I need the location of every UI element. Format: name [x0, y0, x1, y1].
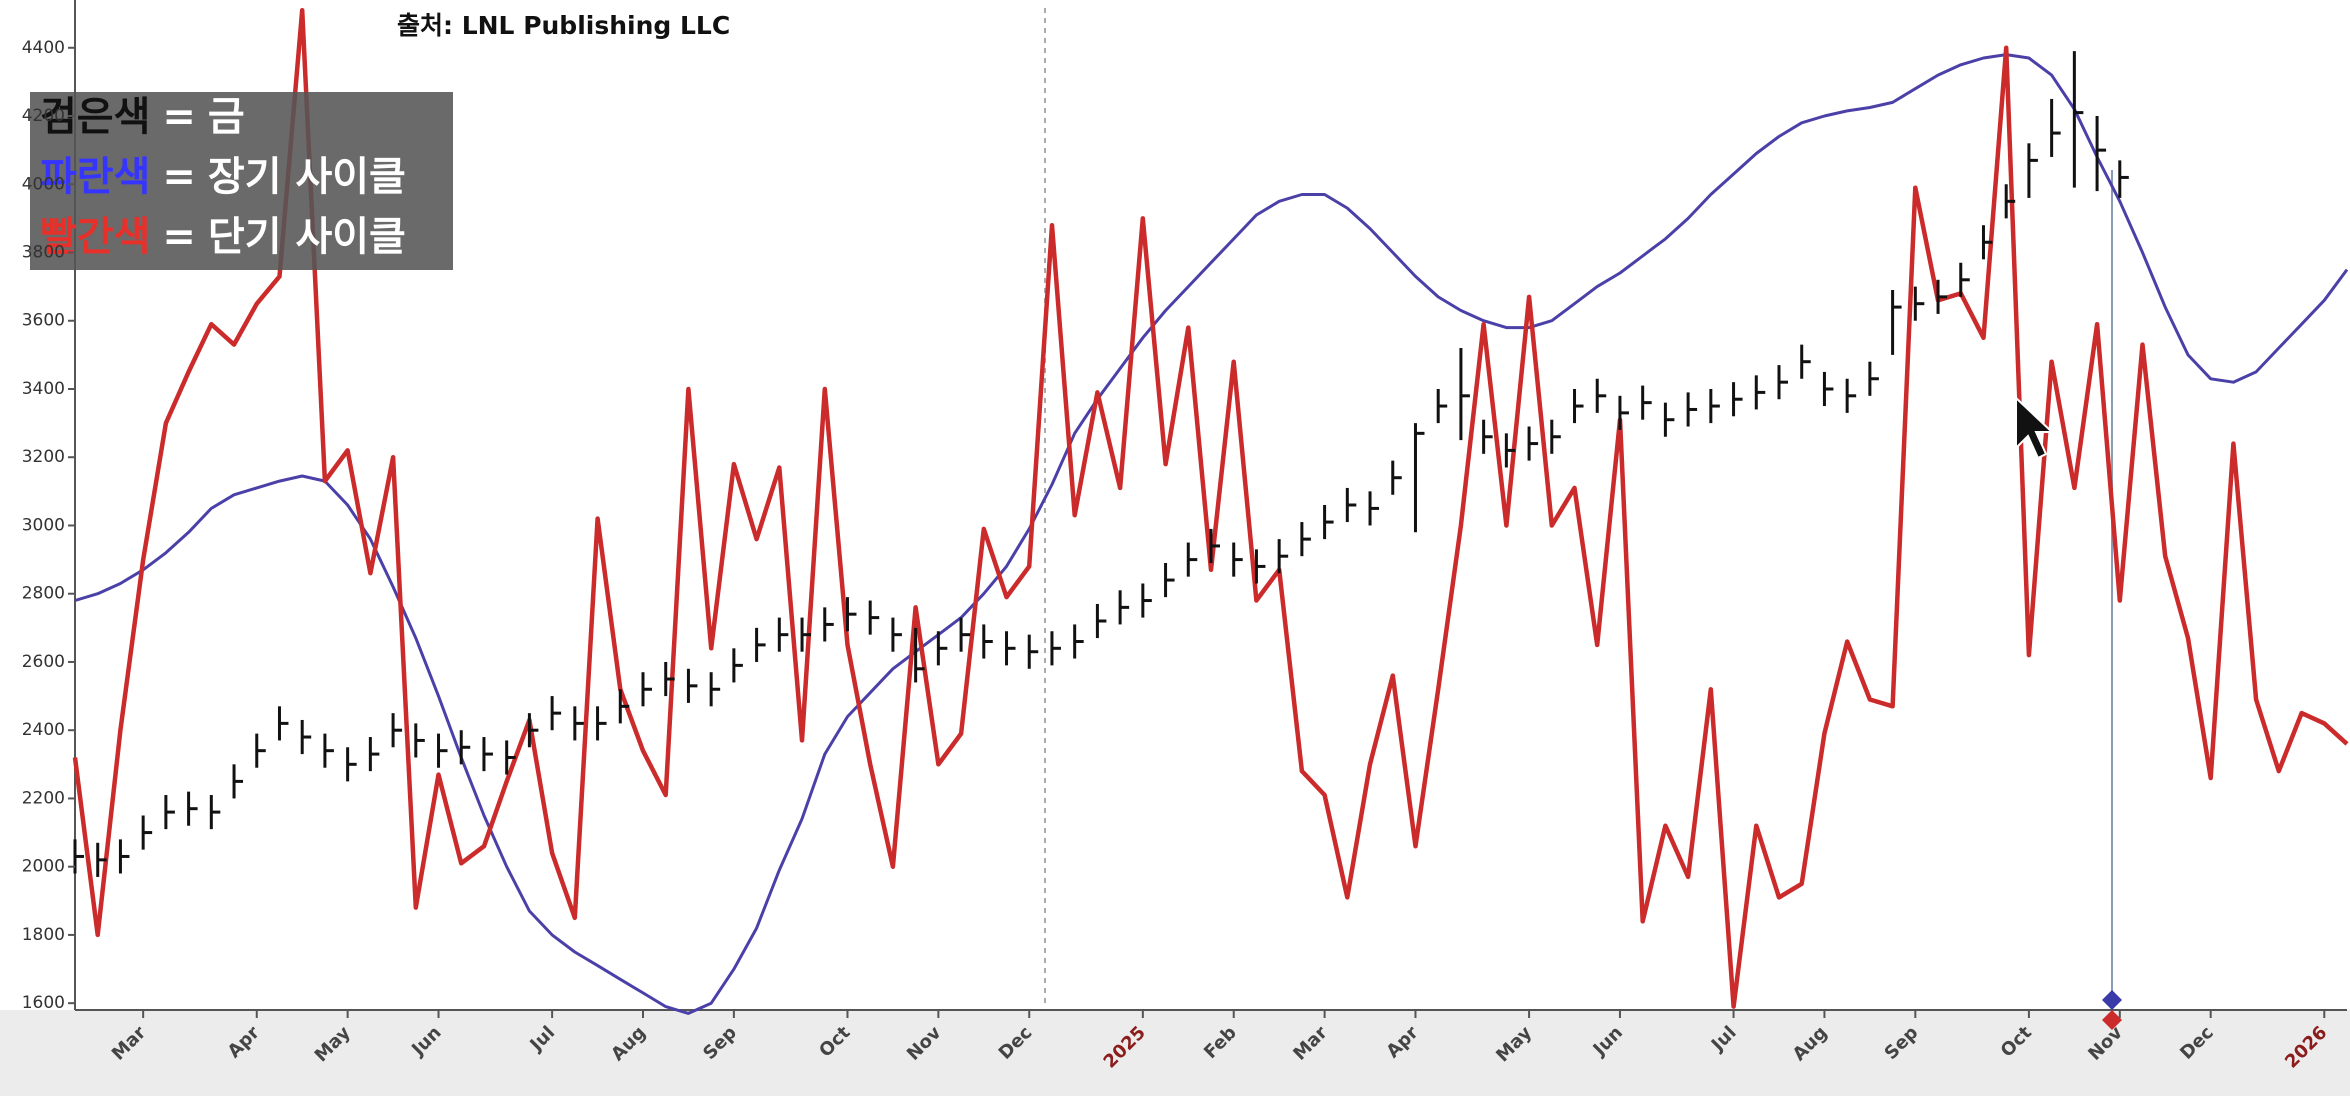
source-note: 출처: LNL Publishing LLC	[397, 11, 730, 40]
cursor-marker-blue	[2102, 990, 2122, 1010]
y-tick-label: 2800	[22, 584, 65, 604]
legend-series-name: 장기 사이클	[208, 154, 406, 200]
legend-color-word: 파란색	[40, 154, 150, 200]
legend-color-word: 검은색	[40, 94, 150, 140]
cursor-marker-red	[2102, 1010, 2122, 1030]
legend-separator: =	[162, 154, 196, 200]
series-line	[74, 53, 2349, 1015]
legend-color-word: 빨간색	[40, 214, 150, 260]
legend-series-name: 단기 사이클	[208, 214, 406, 260]
y-tick-label: 1600	[22, 993, 65, 1013]
legend-separator: =	[162, 214, 196, 260]
y-tick-label: 3400	[22, 379, 65, 399]
legend-entry: 빨간색 = 단기 사이클	[40, 214, 406, 260]
series-line	[72, 7, 2349, 1009]
x-axis-band	[0, 1010, 2350, 1096]
y-tick-label: 2600	[22, 652, 65, 672]
legend-series-name: 금	[208, 94, 245, 140]
y-tick-label: 2400	[22, 720, 65, 740]
y-tick-label: 4400	[22, 38, 65, 58]
y-tick-label: 3600	[22, 311, 65, 331]
y-tick-label: 1800	[22, 925, 65, 945]
y-tick-label: 3800	[22, 243, 65, 263]
y-tick-label: 3000	[22, 515, 65, 535]
mouse-cursor	[2015, 395, 2055, 460]
legend-box	[30, 92, 453, 270]
y-tick-label: 4000	[22, 174, 65, 194]
y-tick-label: 2200	[22, 788, 65, 808]
ohlc-series	[73, 51, 2129, 877]
legend-entry: 검은색 = 금	[40, 94, 245, 140]
y-tick-label: 4200	[22, 106, 65, 126]
plot-area	[72, 7, 2349, 1015]
y-tick-label: 2000	[22, 857, 65, 877]
legend-entry: 파란색 = 장기 사이클	[40, 154, 406, 200]
legend-separator: =	[162, 94, 196, 140]
y-tick-label: 3200	[22, 447, 65, 467]
